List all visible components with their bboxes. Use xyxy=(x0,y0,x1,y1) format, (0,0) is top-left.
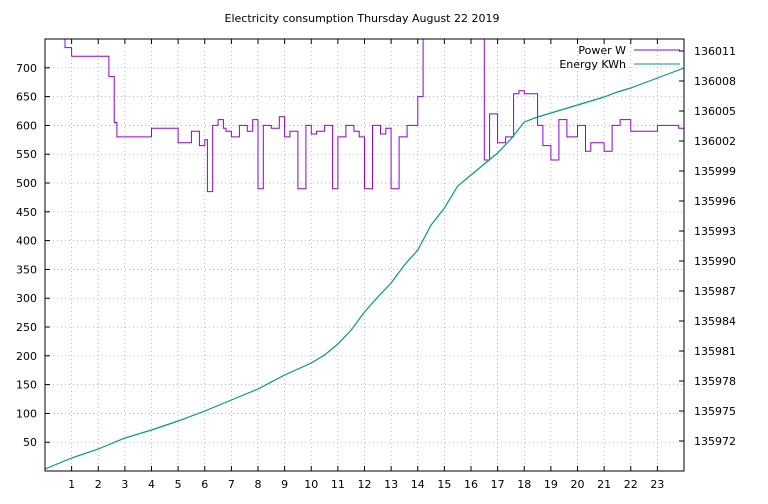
x-tick-label: 12 xyxy=(358,478,372,491)
y2-tick-label: 135972 xyxy=(694,435,736,448)
x-tick-label: 13 xyxy=(384,478,398,491)
x-tick-label: 14 xyxy=(411,478,425,491)
series-energy-line xyxy=(45,67,684,470)
y-tick-label: 700 xyxy=(16,62,37,75)
chart-title: Electricity consumption Thursday August … xyxy=(225,12,500,25)
x-tick-label: 9 xyxy=(281,478,288,491)
series-layer xyxy=(45,39,684,470)
y2-tick-label: 135999 xyxy=(694,165,736,178)
x-tick-label: 16 xyxy=(464,478,478,491)
y-tick-label: 450 xyxy=(16,206,37,219)
grid-layer xyxy=(45,39,684,471)
y-tick-label: 50 xyxy=(23,436,37,449)
legend-label-power: Power W xyxy=(578,44,626,57)
x-tick-label: 10 xyxy=(304,478,318,491)
y-tick-label: 300 xyxy=(16,292,37,305)
y2-tick-label: 136002 xyxy=(694,135,736,148)
x-tick-label: 7 xyxy=(228,478,235,491)
x-tick-label: 6 xyxy=(201,478,208,491)
x-tick-label: 17 xyxy=(491,478,505,491)
plot-frame xyxy=(44,38,685,472)
legend-label-energy: Energy KWh xyxy=(559,58,626,71)
y2-tick-label: 135996 xyxy=(694,195,736,208)
x-tick-label: 21 xyxy=(597,478,611,491)
y2-tick-label: 135978 xyxy=(694,375,736,388)
x-tick-label: 15 xyxy=(437,478,451,491)
y-tick-label: 400 xyxy=(16,235,37,248)
x-tick-label: 20 xyxy=(571,478,585,491)
y-tick-label: 100 xyxy=(16,407,37,420)
y-tick-label: 250 xyxy=(16,321,37,334)
y2-tick-label: 135975 xyxy=(694,405,736,418)
x-tick-label: 8 xyxy=(255,478,262,491)
y-tick-label: 500 xyxy=(16,177,37,190)
y2-tick-label: 135993 xyxy=(694,225,736,238)
series-power-line xyxy=(45,39,684,193)
y2-tick-label: 136011 xyxy=(694,45,736,58)
legend: Power W Energy KWh xyxy=(559,44,680,71)
y2-tick-label: 135990 xyxy=(694,255,736,268)
x-tick-label: 1 xyxy=(68,478,75,491)
x-tick-label: 4 xyxy=(148,478,155,491)
x-tick-label: 19 xyxy=(544,478,558,491)
y2-tick-label: 135987 xyxy=(694,285,736,298)
y-tick-label: 150 xyxy=(16,379,37,392)
x-tick-label: 2 xyxy=(95,478,102,491)
y-tick-label: 550 xyxy=(16,148,37,161)
x-tick-label: 3 xyxy=(121,478,128,491)
x-tick-label: 5 xyxy=(175,478,182,491)
y-tick-label: 650 xyxy=(16,91,37,104)
y2-tick-label: 136005 xyxy=(694,105,736,118)
x-tick-label: 22 xyxy=(624,478,638,491)
y-tick-label: 350 xyxy=(16,263,37,276)
x-tick-label: 23 xyxy=(650,478,664,491)
y2-tick-label: 135984 xyxy=(694,315,736,328)
x-tick-label: 11 xyxy=(331,478,345,491)
y2-tick-label: 135981 xyxy=(694,345,736,358)
tick-layer: 1 2 3 4 5 6 7 8 9 10 11 12 13 14 15 16 17 18 19 20 21 22 23501… xyxy=(16,39,736,491)
x-tick-label: 18 xyxy=(517,478,531,491)
y2-tick-label: 136008 xyxy=(694,75,736,88)
y-tick-label: 600 xyxy=(16,119,37,132)
y-tick-label: 200 xyxy=(16,350,37,363)
